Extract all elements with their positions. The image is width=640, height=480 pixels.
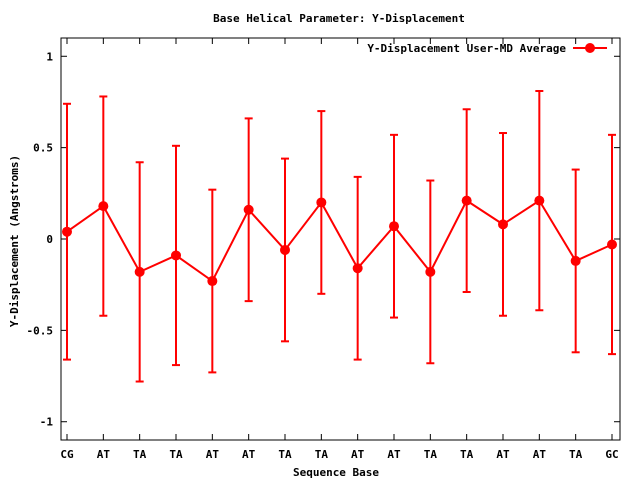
y-tick-label: 0: [46, 233, 53, 246]
data-point: [316, 197, 327, 208]
x-tick-label: TA: [278, 448, 292, 461]
x-axis-ticks: CG AT TA TA AT AT TA TA AT AT TA TA AT AT TA GC: [60, 38, 619, 461]
data-point: [62, 226, 72, 237]
data-point: [607, 239, 617, 250]
x-tick-label: TA: [133, 448, 147, 461]
data-point: [352, 263, 363, 274]
x-tick-label: CG: [60, 448, 74, 461]
data-point: [207, 276, 218, 287]
y-tick-label: 1: [46, 50, 53, 63]
x-axis-label: Sequence Base: [293, 466, 379, 479]
x-tick-label: TA: [424, 448, 438, 461]
data-point: [280, 244, 290, 255]
y-axis-label: Y-Displacement (Angstroms): [8, 155, 21, 327]
legend-swatch-marker: [585, 43, 595, 53]
data-point: [498, 219, 508, 230]
x-tick-label: TA: [569, 448, 583, 461]
x-tick-label: AT: [97, 448, 111, 461]
data-point: [461, 195, 472, 206]
x-tick-label: AT: [496, 448, 510, 461]
y-tick-label: 0.5: [33, 142, 53, 155]
data-point: [134, 266, 145, 277]
x-tick-label: AT: [533, 448, 547, 461]
x-tick-label: GC: [605, 448, 618, 461]
x-tick-label: AT: [387, 448, 401, 461]
data-point: [425, 266, 436, 277]
x-tick-label: TA: [315, 448, 329, 461]
data-point: [171, 250, 181, 261]
x-tick-label: AT: [206, 448, 220, 461]
x-tick-label: AT: [242, 448, 256, 461]
y-tick-label: -0.5: [27, 324, 54, 337]
series-line: [66, 199, 613, 283]
x-tick-label: TA: [169, 448, 183, 461]
data-point: [98, 201, 109, 212]
x-tick-label: TA: [460, 448, 474, 461]
data-point: [389, 221, 399, 232]
data-point: [570, 255, 581, 266]
y-axis-ticks: 1 0.5 0 -0.5 -1: [27, 50, 620, 429]
chart-title: Base Helical Parameter: Y-Displacement: [213, 12, 465, 25]
legend-series-label: Y-Displacement User-MD Average: [367, 42, 566, 55]
series-layer: [62, 89, 617, 383]
y-tick-label: -1: [40, 416, 54, 429]
data-point: [243, 204, 254, 215]
x-tick-label: AT: [351, 448, 365, 461]
legend: Y-Displacement User-MD Average: [367, 42, 607, 55]
data-point: [534, 195, 545, 206]
